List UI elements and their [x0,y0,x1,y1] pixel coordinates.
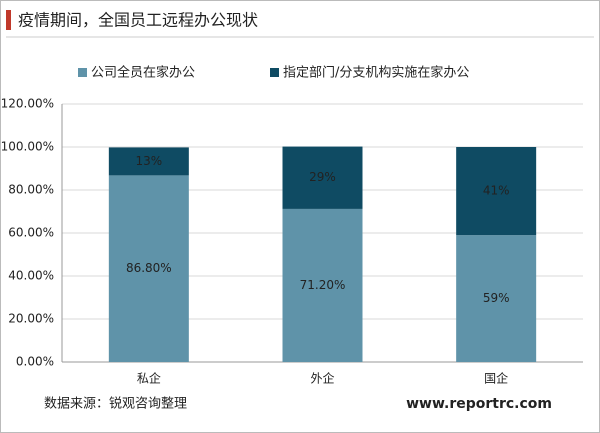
x-tick-label: 外企 [310,371,334,386]
watermark: www.reportrc.com [406,396,552,412]
bar-segment [456,235,537,362]
legend-swatch [270,68,279,77]
data-label: 13% [135,154,162,168]
bar-segment [108,175,189,362]
data-label: 71.20% [300,278,346,292]
y-tick-label: 120.00% [1,97,54,111]
bar-segment [282,146,363,209]
x-tick-label: 国企 [484,371,508,386]
y-tick-label: 40.00% [8,269,54,283]
data-label: 59% [483,291,510,305]
bar-segment [282,208,363,362]
y-tick-label: 0.00% [16,355,54,369]
title-marker [6,10,11,30]
chart-title: 疫情期间，全国员工远程办公现状 [18,11,258,30]
x-tick-label: 私企 [137,371,161,386]
data-label: 86.80% [126,261,172,275]
bar-segment [456,147,537,236]
legend-label: 指定部门/分支机构实施在家办公 [283,65,469,81]
y-tick-label: 20.00% [8,312,54,326]
legend-label: 公司全员在家办公 [91,65,195,81]
y-tick-label: 80.00% [8,183,54,197]
data-label: 41% [483,184,510,198]
source: 数据来源：锐观咨询整理 [44,397,187,412]
y-tick-label: 60.00% [8,226,54,240]
data-label: 29% [309,170,336,184]
legend-swatch [78,68,87,77]
y-tick-label: 100.00% [1,140,54,154]
bar-segment [108,147,189,176]
